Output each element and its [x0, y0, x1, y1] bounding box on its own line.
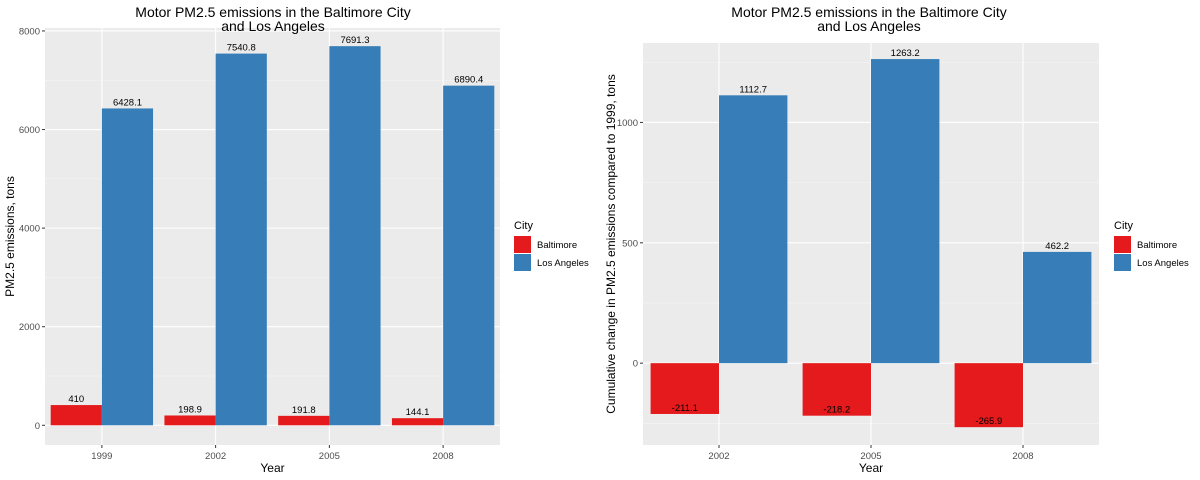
data-label: 410 — [68, 394, 84, 405]
x-axis-title: Year — [260, 461, 284, 475]
data-label: 6890.4 — [454, 75, 483, 86]
data-label: -265.9 — [975, 416, 1002, 427]
y-tick-label: 8000 — [19, 26, 40, 37]
bar-los-angeles-2002 — [719, 95, 788, 364]
legend-label: Baltimore — [537, 240, 577, 251]
bar-los-angeles-1999 — [101, 108, 154, 426]
data-label: -218.2 — [823, 405, 850, 416]
x-tick-label: 2002 — [708, 451, 729, 462]
bar-baltimore-2008 — [391, 418, 444, 426]
bar-los-angeles-2008 — [1023, 251, 1092, 364]
y-tick-label: 0 — [633, 359, 638, 370]
data-label: 7691.3 — [340, 35, 369, 46]
legend-title: City — [514, 220, 533, 232]
x-tick-label: 2005 — [319, 451, 340, 462]
legend-key-baltimore — [514, 236, 531, 253]
bar-baltimore-2002 — [650, 363, 719, 414]
y-tick-label: 6000 — [19, 125, 40, 136]
y-axis-title: Cumulative change in PM2.5 emissions com… — [604, 74, 618, 414]
data-label: 198.9 — [178, 404, 202, 415]
legend-title: City — [1114, 220, 1133, 232]
x-tick-label: 2008 — [433, 451, 454, 462]
data-label: 144.1 — [406, 407, 430, 418]
data-label: -211.1 — [672, 403, 698, 414]
y-axis-title: PM2.5 emissions, tons — [3, 176, 17, 297]
chart-title-line-1: Motor PM2.5 emissions in the Baltimore C… — [135, 4, 410, 20]
data-label: 1112.7 — [739, 84, 767, 95]
chart-title-line-1: Motor PM2.5 emissions in the Baltimore C… — [731, 4, 1006, 20]
chart-1: 0 2000 4000 6000 8000 1999 2002 2005 2008 410 198.… — [3, 4, 589, 475]
data-label: 191.8 — [292, 405, 316, 416]
data-label: 1263.2 — [891, 48, 920, 59]
y-tick-label: 1000 — [617, 118, 638, 129]
legend-key-los-angeles — [1114, 254, 1131, 271]
legend: City Baltimore Los Angeles — [1114, 220, 1189, 271]
x-tick-label: 1999 — [91, 451, 112, 462]
y-tick-label: 500 — [622, 238, 638, 249]
chart-2: 0 500 1000 2002 2005 2008 -211.1 -218.2 -265.9 11… — [604, 4, 1189, 475]
legend: City Baltimore Los Angeles — [514, 220, 589, 271]
legend-label: Los Angeles — [537, 258, 589, 269]
data-label: 7540.8 — [227, 43, 256, 54]
x-tick-label: 2005 — [860, 451, 881, 462]
y-tick-label: 4000 — [19, 224, 40, 235]
legend-label: Baltimore — [1137, 240, 1177, 251]
legend-key-los-angeles — [514, 254, 531, 271]
data-label: 462.2 — [1045, 241, 1069, 252]
chart-title-line-2: and Los Angeles — [817, 18, 921, 34]
legend-label: Los Angeles — [1137, 258, 1189, 269]
bar-baltimore-2008 — [954, 363, 1023, 428]
y-tick-label: 2000 — [19, 322, 40, 333]
data-label: 6428.1 — [113, 97, 142, 108]
x-tick-label: 2002 — [205, 451, 226, 462]
bar-los-angeles-2008 — [443, 85, 495, 426]
legend-key-baltimore — [1114, 236, 1131, 253]
bar-los-angeles-2005 — [871, 59, 940, 364]
x-tick-label: 2008 — [1012, 451, 1033, 462]
bar-baltimore-2002 — [164, 415, 216, 426]
chart-title-line-2: and Los Angeles — [221, 18, 325, 34]
x-axis-title: Year — [859, 461, 883, 475]
bar-baltimore-2005 — [802, 363, 871, 416]
y-tick-label: 0 — [35, 421, 40, 432]
bar-los-angeles-2005 — [329, 46, 381, 426]
bar-los-angeles-2002 — [215, 53, 267, 426]
bar-baltimore-1999 — [50, 405, 102, 426]
bar-baltimore-2005 — [278, 415, 330, 426]
